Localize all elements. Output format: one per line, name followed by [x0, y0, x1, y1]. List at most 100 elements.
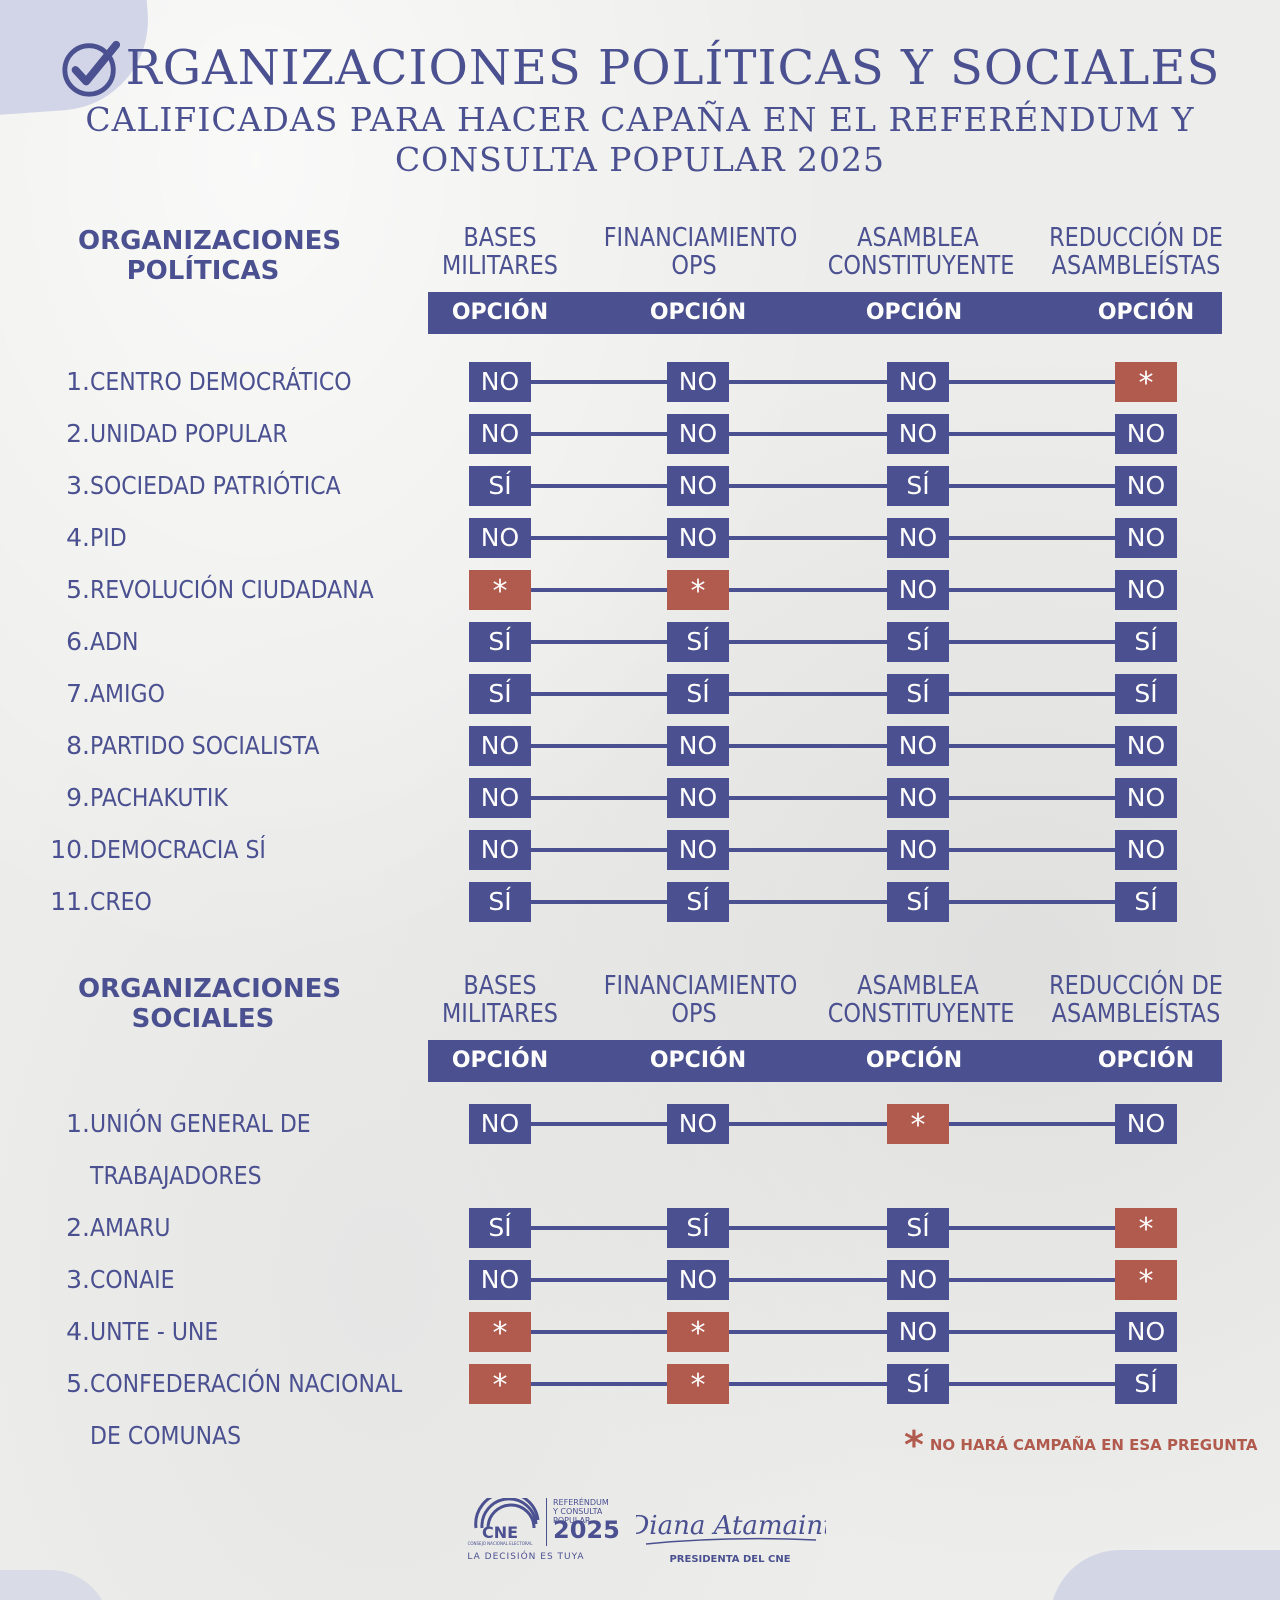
option-cell: NO [469, 362, 531, 402]
cne-slogan: LA DECISIÓN ES TUYA [467, 1552, 585, 1562]
option-cell: SÍ [887, 466, 949, 506]
option-cell: SÍ [887, 882, 949, 922]
column-header: REDUCCIÓN DE ASAMBLEÍSTAS [1046, 972, 1227, 1028]
row-connector-line [500, 1382, 1140, 1386]
option-cell: NO [667, 518, 729, 558]
column-header-line-2: ASAMBLEÍSTAS [1051, 999, 1221, 1029]
ref-year: 2025 [553, 1516, 620, 1544]
option-cell: NO [667, 778, 729, 818]
table-row: 1. UNIÓN GENERAL DE TRABAJADORES NO NO * NO [0, 1104, 1280, 1190]
table-row: 9. PACHAKUTIK NO NO NO NO [0, 778, 1280, 818]
option-cell: NO [667, 726, 729, 766]
no-campaign-cell: * [667, 570, 729, 610]
option-cell: SÍ [1115, 622, 1177, 662]
option-cell: SÍ [469, 882, 531, 922]
table-row: 8. PARTIDO SOCIALISTA NO NO NO NO [0, 726, 1280, 766]
no-campaign-cell: * [667, 1364, 729, 1404]
cne-subtitle: CONSEJO NACIONAL ELECTORAL [468, 1541, 534, 1546]
row-connector-line [500, 848, 1140, 852]
option-cell: NO [667, 1260, 729, 1300]
organization-name: UNIDAD POPULAR [90, 419, 288, 448]
legend: * NO HARÁ CAMPAÑA EN ESA PREGUNTA [904, 1423, 1258, 1467]
option-cell: NO [887, 362, 949, 402]
column-header: REDUCCIÓN DE ASAMBLEÍSTAS [1046, 224, 1227, 280]
option-cell: SÍ [469, 674, 531, 714]
row-connector-line [500, 1122, 1140, 1126]
option-cell: NO [1115, 726, 1177, 766]
section-title-line-1: ORGANIZACIONES [78, 974, 342, 1004]
organization-name: AMIGO [90, 679, 165, 708]
section-title-line-2: SOCIALES [131, 1004, 275, 1034]
option-cell: NO [887, 1260, 949, 1300]
option-cell: NO [469, 518, 531, 558]
option-cell: NO [1115, 414, 1177, 454]
table-row: 10. DEMOCRACIA SÍ NO NO NO NO [0, 830, 1280, 870]
no-campaign-cell: * [469, 1312, 531, 1352]
table-row: 2. AMARU SÍ SÍ SÍ * [0, 1208, 1280, 1248]
table-row: 5. CONFEDERACIÓN NACIONAL DE COMUNAS * * SÍ SÍ [0, 1364, 1280, 1450]
organization-name: ADN [90, 627, 139, 656]
option-cell: NO [1115, 1104, 1177, 1144]
row-connector-line [500, 1226, 1140, 1230]
table-row: 3. CONAIE NO NO NO * [0, 1260, 1280, 1300]
table-row: 3. SOCIEDAD PATRIÓTICA SÍ NO SÍ NO [0, 466, 1280, 506]
column-header-line-2: MILITARES [441, 999, 559, 1029]
option-cell: SÍ [469, 622, 531, 662]
option-cell: SÍ [667, 882, 729, 922]
option-cell: SÍ [469, 1208, 531, 1248]
option-cell: NO [1115, 778, 1177, 818]
organization-name-line-2: TRABAJADORES [90, 1161, 262, 1190]
check-circle-icon [62, 40, 120, 97]
column-header-line-1: BASES [463, 971, 537, 1001]
option-cell: NO [469, 1260, 531, 1300]
option-cell: NO [887, 830, 949, 870]
organization-name: AMARU [90, 1213, 171, 1242]
header-title: RGANIZACIONES POLÍTICAS Y SOCIALES CALIF… [0, 38, 1280, 180]
option-label: OPCIÓN [1097, 1048, 1195, 1073]
column-header: BASES MILITARES [410, 972, 591, 1028]
option-cell: NO [887, 414, 949, 454]
row-number: 2. [66, 1213, 90, 1242]
row-number: 4. [66, 1317, 90, 1346]
signature: Diana Atamaint [636, 1511, 826, 1545]
option-cell: NO [1115, 570, 1177, 610]
row-connector-line [500, 692, 1140, 696]
column-header-line-2: OPS [671, 251, 717, 281]
row-number: 5. [66, 1369, 90, 1398]
no-campaign-cell: * [667, 1312, 729, 1352]
option-cell: NO [1115, 466, 1177, 506]
option-cell: NO [469, 414, 531, 454]
column-header-line-1: REDUCCIÓN DE [1049, 971, 1223, 1001]
table-row: 5. REVOLUCIÓN CIUDADANA * * NO NO [0, 570, 1280, 610]
option-cell: NO [887, 570, 949, 610]
row-number: 5. [66, 575, 90, 604]
column-header-line-2: CONSTITUYENTE [827, 999, 1015, 1029]
no-campaign-cell: * [887, 1104, 949, 1144]
paint-stroke-decoration [1050, 1550, 1280, 1600]
organization-name: PARTIDO SOCIALISTA [90, 731, 320, 760]
option-cell: SÍ [1115, 674, 1177, 714]
option-cell: NO [1115, 1312, 1177, 1352]
title-line-1: RGANIZACIONES POLÍTICAS Y SOCIALES [125, 40, 1221, 96]
option-cell: NO [667, 1104, 729, 1144]
option-cell: SÍ [1115, 1364, 1177, 1404]
row-number: 4. [66, 523, 90, 552]
legend-text: NO HARÁ CAMPAÑA EN ESA PREGUNTA [929, 1436, 1258, 1454]
organization-name-line-2: DE COMUNAS [90, 1421, 242, 1450]
option-cell: SÍ [887, 1364, 949, 1404]
title-line-3: CONSULTA POPULAR 2025 [394, 140, 886, 179]
signature-text: Diana Atamaint [636, 1511, 826, 1541]
column-header: FINANCIAMIENTO OPS [604, 972, 798, 1028]
option-cell: NO [469, 726, 531, 766]
option-cell: SÍ [887, 622, 949, 662]
asterisk-icon: * [904, 1423, 924, 1467]
table-row: 7. AMIGO SÍ SÍ SÍ SÍ [0, 674, 1280, 714]
column-header-line-2: ASAMBLEÍSTAS [1051, 251, 1221, 281]
option-label: OPCIÓN [865, 1048, 963, 1073]
option-cell: SÍ [887, 674, 949, 714]
column-header-line-1: REDUCCIÓN DE [1049, 223, 1223, 253]
option-cell: SÍ [469, 466, 531, 506]
option-cell: SÍ [667, 674, 729, 714]
option-label: OPCIÓN [451, 1048, 549, 1073]
table-row: 2. UNIDAD POPULAR NO NO NO NO [0, 414, 1280, 454]
